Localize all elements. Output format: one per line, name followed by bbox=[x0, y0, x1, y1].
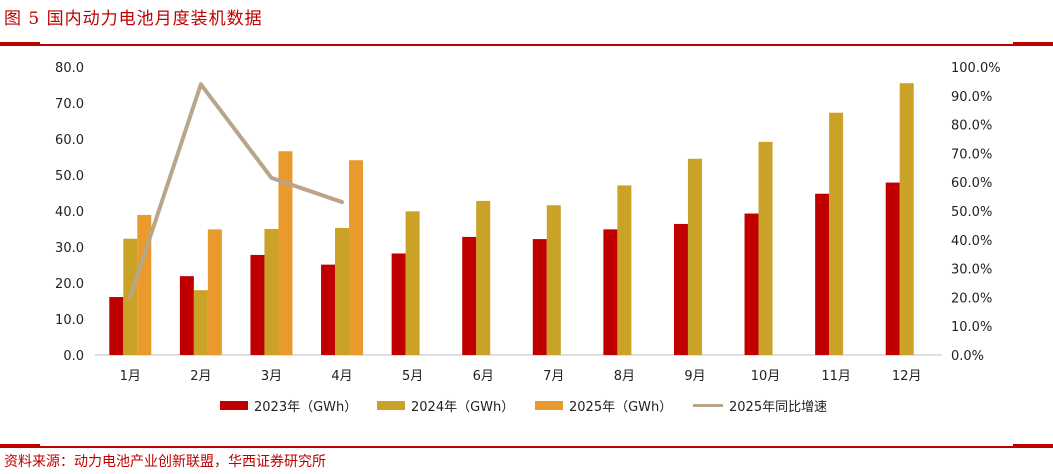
bar-2023 bbox=[815, 193, 830, 355]
right-axis-tick-label: 20.0% bbox=[951, 291, 992, 306]
bar-2023 bbox=[391, 253, 406, 355]
right-axis-tick-label: 40.0% bbox=[951, 234, 992, 249]
bar-2024 bbox=[899, 83, 914, 355]
right-axis-tick-label: 60.0% bbox=[951, 176, 992, 191]
bar-2023 bbox=[179, 276, 194, 355]
bar-2023 bbox=[673, 223, 688, 355]
left-axis-tick-label: 80.0 bbox=[55, 61, 84, 76]
x-axis-category-label: 4月 bbox=[331, 369, 352, 384]
x-axis-category-label: 8月 bbox=[614, 369, 635, 384]
x-axis-category-label: 1月 bbox=[120, 369, 141, 384]
x-axis-category-label: 7月 bbox=[543, 369, 564, 384]
bar-2024 bbox=[617, 185, 632, 355]
right-axis-tick-label: 70.0% bbox=[951, 147, 992, 162]
x-axis-category-label: 2月 bbox=[190, 369, 211, 384]
left-axis-tick-label: 60.0 bbox=[55, 133, 84, 148]
right-axis-tick-label: 90.0% bbox=[951, 90, 992, 105]
bottom-rule-accent-left bbox=[0, 444, 40, 448]
x-axis-category-label: 6月 bbox=[473, 369, 494, 384]
legend-item-yoy: 2025年同比增速 bbox=[693, 396, 827, 415]
legend-item-2024: 2024年（GWh） bbox=[377, 396, 514, 415]
bar-2024 bbox=[758, 141, 773, 355]
left-axis-tick-label: 30.0 bbox=[55, 241, 84, 256]
right-axis-tick-label: 50.0% bbox=[951, 205, 992, 220]
left-axis-tick-label: 40.0 bbox=[55, 205, 84, 220]
right-axis-tick-label: 0.0% bbox=[951, 349, 984, 364]
bar-2024 bbox=[546, 205, 561, 355]
bottom-rule bbox=[0, 446, 1053, 448]
bar-2025 bbox=[349, 160, 364, 355]
top-rule-accent-right bbox=[1013, 42, 1053, 46]
x-axis-category-label: 9月 bbox=[684, 369, 705, 384]
x-axis-category-label: 10月 bbox=[751, 369, 781, 384]
bottom-rule-accent-right bbox=[1013, 444, 1053, 448]
left-axis-tick-label: 20.0 bbox=[55, 277, 84, 292]
legend-label-2025: 2025年（GWh） bbox=[569, 400, 673, 415]
bar-2024 bbox=[829, 112, 844, 355]
legend-item-2025: 2025年（GWh） bbox=[535, 396, 672, 415]
x-axis-category-label: 3月 bbox=[261, 369, 282, 384]
top-rule-accent-left bbox=[0, 42, 40, 46]
right-axis-tick-label: 80.0% bbox=[951, 119, 992, 134]
yoy-growth-line bbox=[128, 82, 345, 299]
legend-swatch-2023 bbox=[220, 401, 248, 410]
bar-2023 bbox=[250, 254, 265, 355]
left-axis-tick-label: 70.0 bbox=[55, 97, 84, 112]
source-note: 资料来源：动力电池产业创新联盟，华西证券研究所 bbox=[4, 454, 326, 470]
x-axis-category-label: 11月 bbox=[821, 369, 851, 384]
bar-2025 bbox=[207, 229, 222, 355]
bar-2023 bbox=[462, 236, 477, 355]
bar-2024 bbox=[405, 211, 420, 355]
figure-title: 图 5 国内动力电池月度装机数据 bbox=[4, 9, 263, 29]
left-axis-tick-label: 0.0 bbox=[63, 349, 84, 364]
chart-legend: 2023年（GWh） 2024年（GWh） 2025年（GWh） 2025年同比… bbox=[0, 396, 1053, 418]
bar-2024 bbox=[335, 227, 350, 355]
legend-label-2024: 2024年（GWh） bbox=[411, 400, 515, 415]
bar-2024 bbox=[476, 200, 491, 355]
legend-label-2023: 2023年（GWh） bbox=[254, 400, 358, 415]
legend-swatch-2025 bbox=[535, 401, 563, 410]
bar-2024 bbox=[264, 229, 279, 355]
left-axis-tick-label: 50.0 bbox=[55, 169, 84, 184]
bar-2025 bbox=[278, 151, 293, 355]
legend-item-2023: 2023年（GWh） bbox=[220, 396, 357, 415]
bar-2023 bbox=[885, 182, 900, 355]
right-axis-tick-label: 10.0% bbox=[951, 320, 992, 335]
bar-2024 bbox=[687, 158, 702, 355]
bar-2023 bbox=[532, 239, 547, 355]
legend-label-yoy: 2025年同比增速 bbox=[729, 400, 828, 415]
legend-swatch-yoy bbox=[693, 404, 723, 407]
bar-2024 bbox=[193, 290, 208, 355]
right-axis-tick-label: 30.0% bbox=[951, 263, 992, 278]
bar-2023 bbox=[744, 213, 759, 355]
left-axis-tick-label: 10.0 bbox=[55, 313, 84, 328]
legend-swatch-2024 bbox=[377, 401, 405, 410]
bar-2023 bbox=[603, 229, 618, 355]
bar-2023 bbox=[109, 297, 124, 355]
right-axis-tick-label: 100.0% bbox=[951, 61, 1001, 76]
x-axis-category-label: 5月 bbox=[402, 369, 423, 384]
top-rule bbox=[0, 44, 1053, 46]
x-axis-category-label: 12月 bbox=[892, 369, 922, 384]
bar-2023 bbox=[321, 264, 336, 355]
